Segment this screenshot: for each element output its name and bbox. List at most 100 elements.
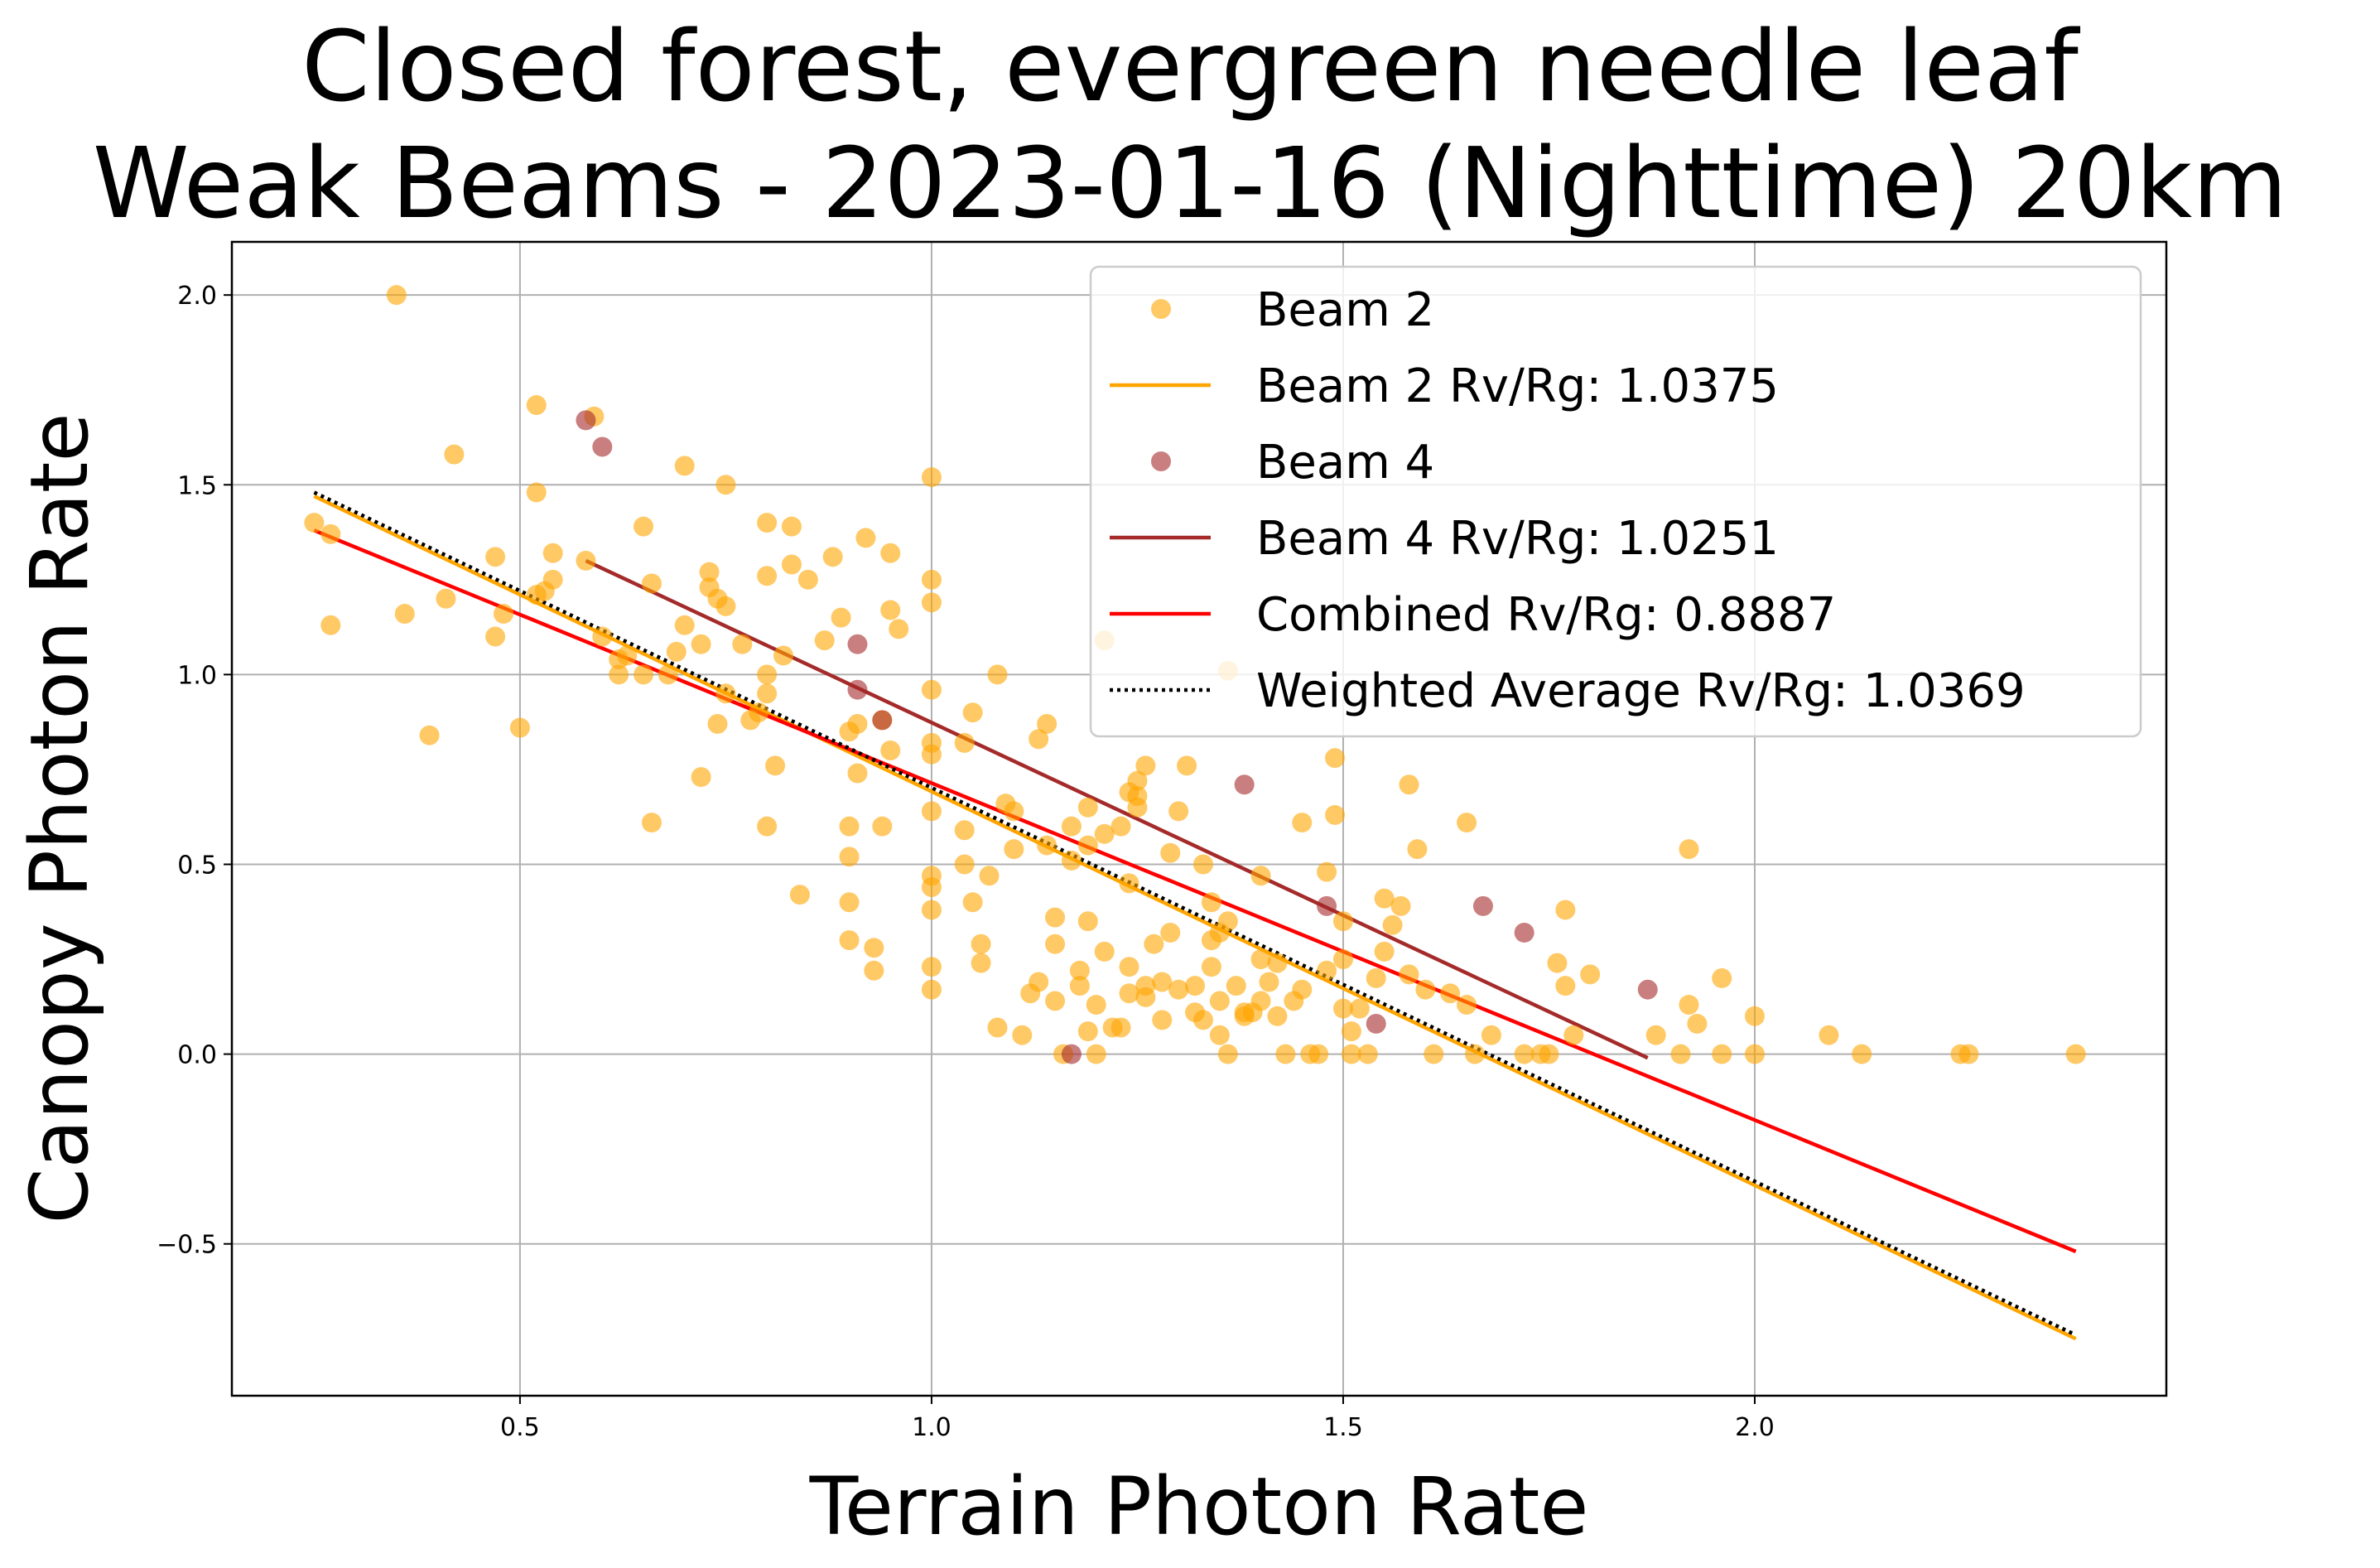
- beam-2-point: [1341, 1021, 1361, 1042]
- beam-2-point: [1086, 995, 1106, 1016]
- legend-label: Beam 2: [1256, 283, 1434, 337]
- plot-frame: [230, 240, 2168, 1397]
- beam-2-point: [674, 456, 695, 476]
- beam-2-point: [444, 444, 465, 465]
- beam-2-point: [1168, 979, 1189, 1000]
- beam-2-point: [419, 725, 440, 745]
- beam-2-point: [542, 543, 563, 563]
- beam-2-point: [1670, 1044, 1691, 1064]
- beam-2-point: [1061, 816, 1082, 837]
- beam-2-point: [921, 957, 942, 977]
- beam-4-point: [1317, 895, 1337, 916]
- beam-2-point: [1111, 816, 1131, 837]
- beam-2-point: [1267, 1006, 1288, 1026]
- beam-2-point: [1177, 755, 1197, 776]
- y-tick-label: −0.5: [157, 1231, 217, 1260]
- beam-2-point: [757, 513, 778, 533]
- beam-2-point: [1012, 1025, 1033, 1045]
- beam-2-point: [1094, 823, 1115, 844]
- beam-2-point: [757, 566, 778, 586]
- beam-2-point: [839, 930, 860, 951]
- beam-2-point: [855, 528, 876, 548]
- beam-4-point: [1061, 1044, 1082, 1064]
- beam-2-point: [781, 516, 802, 537]
- beam-2-point: [1119, 957, 1139, 977]
- beam-4-point: [1514, 922, 1534, 943]
- beam-2-point: [1185, 976, 1206, 996]
- beam-2-point: [1317, 861, 1337, 882]
- beam-2-point: [715, 475, 736, 495]
- beam-2-point: [674, 615, 695, 635]
- beam-2-point: [1415, 979, 1436, 1000]
- beam-2-point: [1958, 1044, 1979, 1064]
- beam-2-point: [749, 702, 769, 723]
- beam-2-point: [1201, 892, 1221, 913]
- x-tick-label: 1.5: [1323, 1413, 1363, 1442]
- beam-2-point: [921, 569, 942, 590]
- beam-2-point: [1332, 911, 1353, 932]
- beam-2-point: [592, 626, 613, 647]
- beam-2-point: [1037, 713, 1058, 734]
- beam-2-point: [1366, 967, 1386, 988]
- beam-2-point: [1308, 1044, 1329, 1064]
- beam-2-point: [1152, 1010, 1173, 1030]
- beam-2-point: [839, 816, 860, 837]
- beam-2-point: [1250, 866, 1271, 886]
- beam-2-point: [1192, 1010, 1213, 1030]
- beam-2-point: [1061, 850, 1082, 871]
- beam-2-point: [1645, 1025, 1666, 1045]
- beam-4-point: [847, 634, 868, 654]
- x-tick-label: 2.0: [1735, 1413, 1775, 1442]
- beam-2-point: [1045, 907, 1066, 928]
- beam-2-point: [1341, 1044, 1361, 1064]
- beam-2-point: [1349, 998, 1370, 1019]
- beam-4-fit-line: [585, 558, 1649, 1060]
- x-axis-label: Terrain Photon Rate: [809, 1460, 1589, 1553]
- beam-2-point: [715, 596, 736, 616]
- beam-2-point: [1744, 1006, 1765, 1026]
- beam-2-point: [1275, 1044, 1296, 1064]
- beam-2-point: [773, 645, 794, 666]
- beam-2-point: [436, 588, 456, 609]
- beam-4-point: [592, 437, 613, 457]
- legend-entries: Beam 2 Beam 2 Rv/Rg: 1.0375 Beam 4 Beam 4 R…: [1110, 283, 2026, 718]
- beam-2-point: [1292, 813, 1313, 833]
- beam-2-point: [1259, 972, 1279, 992]
- beam-2-point: [781, 554, 802, 575]
- beam-2-point: [921, 801, 942, 822]
- legend-label: Weighted Average Rv/Rg: 1.0369: [1256, 664, 2026, 718]
- beam-2-point: [485, 626, 506, 647]
- beam-2-point: [1168, 801, 1189, 822]
- beam-2-point: [1217, 1044, 1238, 1064]
- legend: Beam 2 Beam 2 Rv/Rg: 1.0375 Beam 4 Beam 4 R…: [1089, 265, 2142, 738]
- beam-4-point: [1366, 1013, 1386, 1034]
- beam-2-point: [1424, 1044, 1444, 1064]
- beam-2-point: [732, 634, 753, 654]
- beam-4-point: [872, 710, 893, 731]
- y-tick-label: 0.5: [177, 851, 217, 880]
- beam-2-point: [1029, 972, 1049, 992]
- beam-2-point: [971, 934, 991, 954]
- beam-2-point: [691, 634, 711, 654]
- beam-2-point: [987, 1017, 1008, 1038]
- beam-2-point: [1317, 960, 1337, 981]
- beam-2-point: [1069, 960, 1090, 981]
- beam-2-point: [839, 892, 860, 913]
- legend-label: Beam 4 Rv/Rg: 1.0251: [1256, 512, 1779, 566]
- beam-2-point: [847, 763, 868, 784]
- beam-2-point: [1679, 839, 1699, 860]
- beam-4-point: [1234, 774, 1255, 795]
- beam-2-point: [634, 664, 654, 685]
- beam-2-point: [864, 938, 884, 958]
- beam-2-point: [971, 953, 991, 973]
- beam-2-point: [1481, 1025, 1501, 1045]
- x-tick-label: 0.5: [500, 1413, 540, 1442]
- beam-2-point: [641, 573, 662, 594]
- beam-2-point: [1077, 835, 1098, 856]
- beam-2-point: [1679, 995, 1699, 1016]
- legend-marker: [1151, 451, 1171, 471]
- x-tick-label: 1.0: [912, 1413, 952, 1442]
- beam-2-point: [1465, 1044, 1486, 1064]
- beam-2-point: [1135, 987, 1156, 1007]
- beam-2-point: [864, 960, 884, 981]
